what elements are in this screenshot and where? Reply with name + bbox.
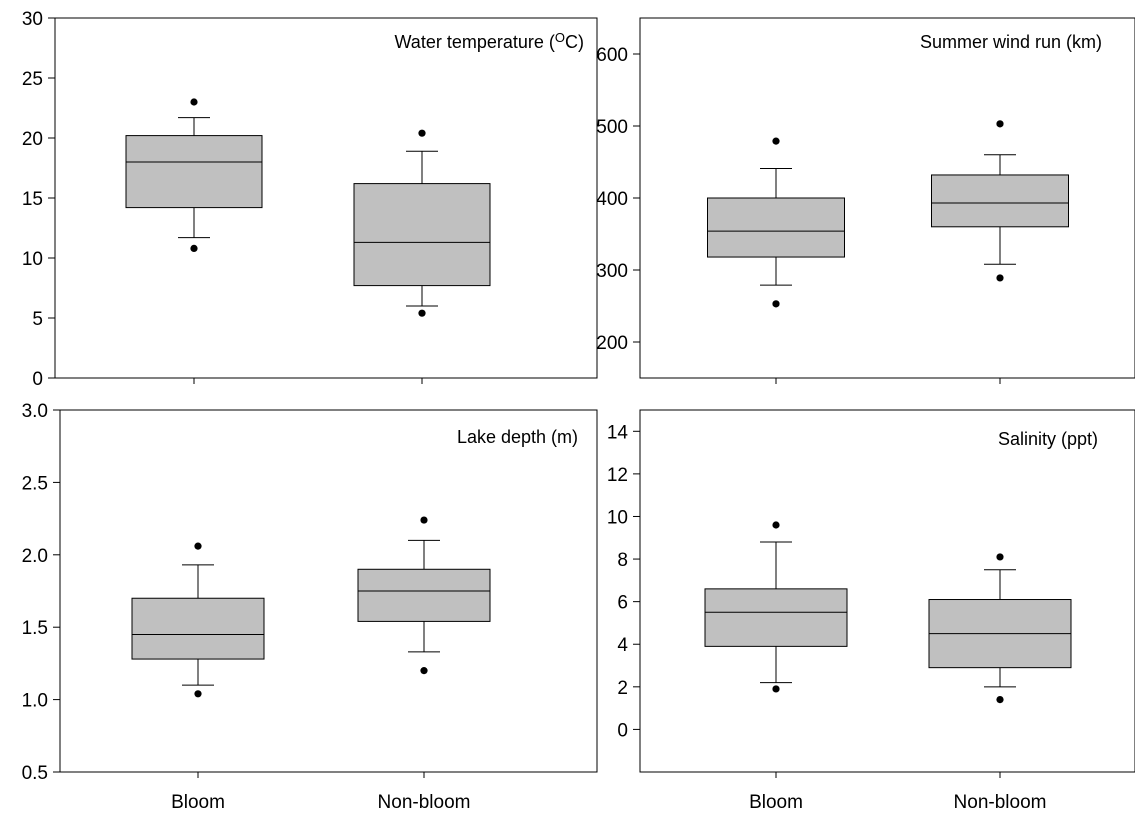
y-tick-label: 20	[22, 129, 43, 150]
plot-frame	[59, 409, 598, 773]
outlier-point-low	[996, 696, 1004, 704]
plot-frame	[639, 409, 1135, 773]
y-tick-label: 300	[596, 261, 628, 282]
y-tick-label: 25	[22, 69, 43, 90]
outlier-point-low	[190, 244, 198, 252]
outlier-point-high	[772, 137, 780, 145]
y-tick-label: 600	[596, 45, 628, 66]
y-tick-label: 2.5	[22, 473, 48, 494]
x-tick-label: Bloom	[749, 792, 803, 813]
x-tick-label: Non-bloom	[378, 792, 471, 813]
panel-title: Salinity (ppt)	[998, 429, 1098, 449]
y-tick-label: 0	[32, 369, 43, 390]
panel-title: Water temperature (OC)	[394, 30, 584, 52]
outlier-point-low	[772, 685, 780, 693]
outlier-point-high	[194, 542, 202, 550]
chart-panel-1: 0 5 10 15 20 25 30 Water temperature (OC)	[22, 9, 598, 390]
outlier-point-high	[772, 521, 780, 529]
y-tick-label: 0.5	[22, 763, 48, 784]
y-tick-label: 12	[607, 465, 628, 486]
box-bloom	[704, 521, 848, 693]
outlier-point-low	[772, 300, 780, 308]
y-tick-label: 10	[607, 507, 628, 528]
outlier-point-low	[418, 309, 426, 317]
y-tick-label: 2	[617, 678, 628, 699]
x-tick-label: Non-bloom	[954, 792, 1047, 813]
iqr-box	[931, 174, 1069, 228]
y-tick-label: 5	[32, 309, 43, 330]
y-tick-label: 10	[22, 249, 43, 270]
chart-panel-4: 0 2 4 6 8 10 12 14 Bloom Non-bloom Salinity (ppt)	[607, 409, 1135, 813]
y-tick-label: 14	[607, 422, 629, 443]
box-non-bloom	[353, 129, 491, 317]
box-bloom	[125, 98, 263, 252]
y-tick-label: 2.0	[22, 546, 48, 567]
outlier-point-low	[194, 690, 202, 698]
y-tick-label: 3.0	[22, 401, 48, 422]
y-tick-label: 400	[596, 189, 628, 210]
chart-panel-2: 200 300 400 500 600 Summer wind run (km)	[596, 17, 1135, 384]
y-tick-label: 8	[617, 550, 628, 571]
outlier-point-low	[996, 274, 1004, 282]
panel-title: Summer wind run (km)	[920, 32, 1102, 52]
iqr-box	[353, 183, 491, 287]
box-non-bloom	[357, 516, 491, 675]
x-tick-label: Bloom	[171, 792, 225, 813]
y-tick-label: 200	[596, 333, 628, 354]
y-tick-label: 500	[596, 117, 628, 138]
iqr-box	[131, 597, 265, 660]
iqr-box	[357, 568, 491, 622]
outlier-point-high	[996, 120, 1004, 128]
y-tick-label: 4	[617, 635, 628, 656]
box-non-bloom	[931, 120, 1069, 282]
iqr-box	[125, 135, 263, 209]
outlier-point-low	[420, 667, 428, 675]
outlier-point-high	[190, 98, 198, 106]
y-tick-label: 0	[617, 720, 628, 741]
iqr-box	[707, 197, 845, 258]
outlier-point-high	[996, 553, 1004, 561]
y-tick-label: 6	[617, 593, 628, 614]
box-non-bloom	[928, 553, 1072, 704]
y-tick-label: 1.0	[22, 691, 48, 712]
chart-panel-3: 0.5 1.0 1.5 2.0 2.5 3.0 Bloom Non-bloom Lake dep…	[22, 401, 598, 813]
outlier-point-high	[420, 516, 428, 524]
panel-title: Lake depth (m)	[457, 427, 578, 447]
box-bloom	[131, 542, 265, 698]
outlier-point-high	[418, 129, 426, 137]
iqr-box	[704, 588, 848, 647]
box-bloom	[707, 137, 845, 308]
y-tick-label: 30	[22, 9, 43, 30]
y-tick-label: 15	[22, 189, 43, 210]
y-tick-label: 1.5	[22, 618, 48, 639]
